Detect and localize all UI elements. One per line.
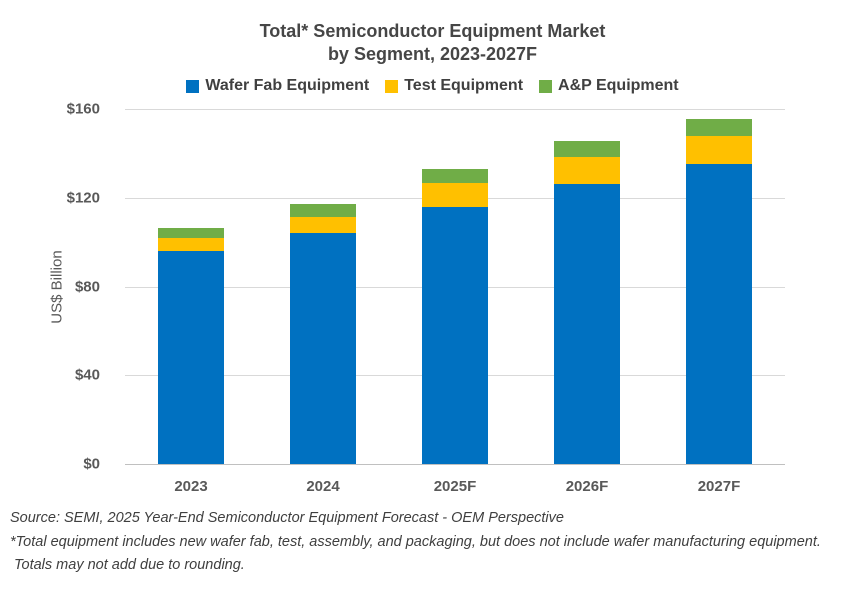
bar-slot-2027f xyxy=(653,109,785,464)
stacked-bar-2024 xyxy=(290,204,356,464)
legend-item-a-p-equipment: A&P Equipment xyxy=(539,77,679,95)
bar-segment-wafer-fab-equipment-2025f xyxy=(422,206,488,464)
chart-title-line1: Total* Semiconductor Equipment Market xyxy=(259,21,606,41)
stacked-bar-2025f xyxy=(422,168,488,464)
legend-label-a-p-equipment: A&P Equipment xyxy=(558,77,679,94)
x-tick-label-2024: 2024 xyxy=(306,478,340,495)
x-tick-label-2025f: 2025F xyxy=(433,478,477,495)
stacked-bar-2023 xyxy=(158,227,224,464)
x-axis-line xyxy=(125,464,785,465)
chart-title: Total* Semiconductor Equipment Market by… xyxy=(0,20,865,66)
legend-swatch-a-p-equipment xyxy=(539,79,553,93)
bar-segment-a-p-equipment-2024 xyxy=(290,204,356,217)
y-tick-label-40: $40 xyxy=(74,366,100,384)
bar-slot-2024 xyxy=(257,109,389,464)
y-axis-title: US$ Billion xyxy=(48,250,66,324)
x-tick-label-2027f: 2027F xyxy=(697,478,741,495)
x-tick-label-2023: 2023 xyxy=(174,478,208,495)
rounding-note-line: Totals may not add due to rounding. xyxy=(14,557,245,573)
legend-item-wafer-fab-equipment: Wafer Fab Equipment xyxy=(186,77,369,95)
legend-swatch-wafer-fab-equipment xyxy=(186,79,200,93)
x-tick-label-2026f: 2026F xyxy=(565,478,609,495)
bar-segment-a-p-equipment-2027f xyxy=(686,118,752,136)
bar-slot-2023 xyxy=(125,109,257,464)
bar-segment-wafer-fab-equipment-2027f xyxy=(686,164,752,464)
bar-segment-wafer-fab-equipment-2026f xyxy=(554,184,620,464)
legend-item-test-equipment: Test Equipment xyxy=(385,77,523,95)
legend-label-test-equipment: Test Equipment xyxy=(404,77,524,94)
bar-segment-test-equipment-2024 xyxy=(290,216,356,234)
stacked-bar-2026f xyxy=(554,141,620,464)
bar-segment-test-equipment-2023 xyxy=(158,237,224,251)
y-tick-label-0: $0 xyxy=(83,455,100,473)
source-notes: Source: SEMI, 2025 Year-End Semiconducto… xyxy=(10,507,821,578)
bar-segment-wafer-fab-equipment-2023 xyxy=(158,251,224,464)
plot-area: $0 $40 $80 $120 $160 2023 2024 2025F 2026F 2027F xyxy=(67,101,785,495)
bar-segment-a-p-equipment-2023 xyxy=(158,227,224,238)
bar-segment-test-equipment-2025f xyxy=(422,183,488,207)
legend-swatch-test-equipment xyxy=(385,79,399,93)
bar-slot-2025f xyxy=(389,109,521,464)
stacked-bar-2027f xyxy=(686,118,752,464)
chart-title-line2: by Segment, 2023-2027F xyxy=(327,44,538,64)
y-tick-label-120: $120 xyxy=(66,189,100,207)
source-line: Source: SEMI, 2025 Year-End Semiconducto… xyxy=(10,510,564,526)
y-tick-label-160: $160 xyxy=(66,100,100,118)
gridline-160 xyxy=(125,109,785,110)
footnote-line: *Total equipment includes new wafer fab,… xyxy=(10,533,821,550)
y-tick-label-80: $80 xyxy=(74,278,100,295)
bar-slot-2026f xyxy=(521,109,653,464)
bar-segment-test-equipment-2027f xyxy=(686,135,752,165)
bar-segment-a-p-equipment-2026f xyxy=(554,141,620,157)
chart-legend: Wafer Fab Equipment Test Equipment A&P Equ… xyxy=(0,77,865,95)
bar-segment-wafer-fab-equipment-2024 xyxy=(290,233,356,464)
bar-segment-a-p-equipment-2025f xyxy=(422,168,488,184)
bar-segment-test-equipment-2026f xyxy=(554,156,620,185)
legend-label-wafer-fab-equipment: Wafer Fab Equipment xyxy=(205,77,370,94)
